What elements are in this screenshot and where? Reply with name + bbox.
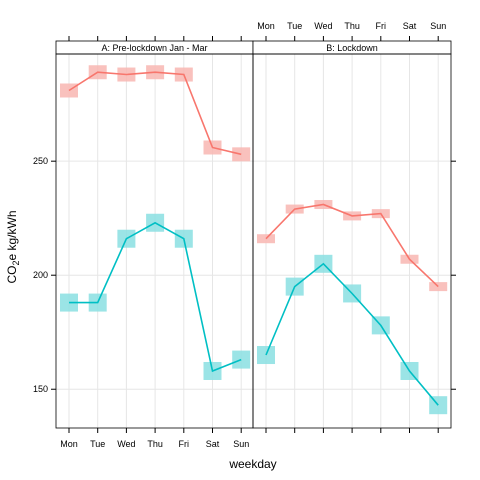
grid-layer [56, 54, 451, 428]
y-axis-title: CO2e kg/kWh [5, 210, 21, 283]
x-tick-label-bottom: Sat [206, 439, 220, 449]
x-axis-title: weekday [228, 457, 276, 471]
series-line-lower [265, 262, 439, 406]
ci-band-lower [257, 346, 275, 365]
ci-band-lower [232, 350, 251, 369]
line-layer [68, 71, 439, 406]
ci-band-upper [257, 234, 275, 244]
x-tick-label-bottom: Fri [179, 439, 190, 449]
series-line-upper [68, 71, 242, 156]
series-line-lower [69, 221, 242, 373]
y-tick-label: 250 [33, 156, 48, 166]
x-tick-label-bottom: Wed [117, 439, 135, 449]
x-tick-label-bottom: Tue [90, 439, 105, 449]
x-tick-label-top: Tue [287, 21, 302, 31]
x-tick-label-top: Wed [314, 21, 332, 31]
x-tick-label-top: Mon [257, 21, 275, 31]
x-tick-label-bottom: Sun [233, 439, 249, 449]
panel-strip-label: A: Pre-lockdown Jan - Mar [101, 43, 207, 53]
y-axis-title-sub: 2 [11, 261, 21, 266]
y-axis-title-main: CO [5, 266, 19, 284]
panel-frame [55, 53, 254, 429]
series-line-upper [265, 203, 439, 288]
y-tick-label: 150 [33, 384, 48, 394]
x-tick-label-bottom: Thu [147, 439, 163, 449]
frame-layer [55, 53, 452, 429]
strip-layer: A: Pre-lockdown Jan - Mar B: Lockdown [55, 40, 452, 55]
x-tick-label-bottom: Mon [60, 439, 78, 449]
y-axis-title-rest: e kg/kWh [5, 210, 19, 260]
tick-layer: Mon Tue Wed Thu Fri Sat Sun Mon Tue Wed Thu Fri Sat S… [33, 21, 456, 449]
ci-band-upper [232, 147, 251, 162]
x-tick-label-top: Sat [403, 21, 417, 31]
panel-strip-label: B: Lockdown [326, 43, 378, 53]
x-tick-label-top: Sun [430, 21, 446, 31]
ci-band-upper [429, 282, 448, 292]
x-tick-label-top: Fri [376, 21, 387, 31]
band-layer [60, 65, 448, 415]
y-tick-label: 200 [33, 270, 48, 280]
x-tick-label-top: Thu [344, 21, 360, 31]
